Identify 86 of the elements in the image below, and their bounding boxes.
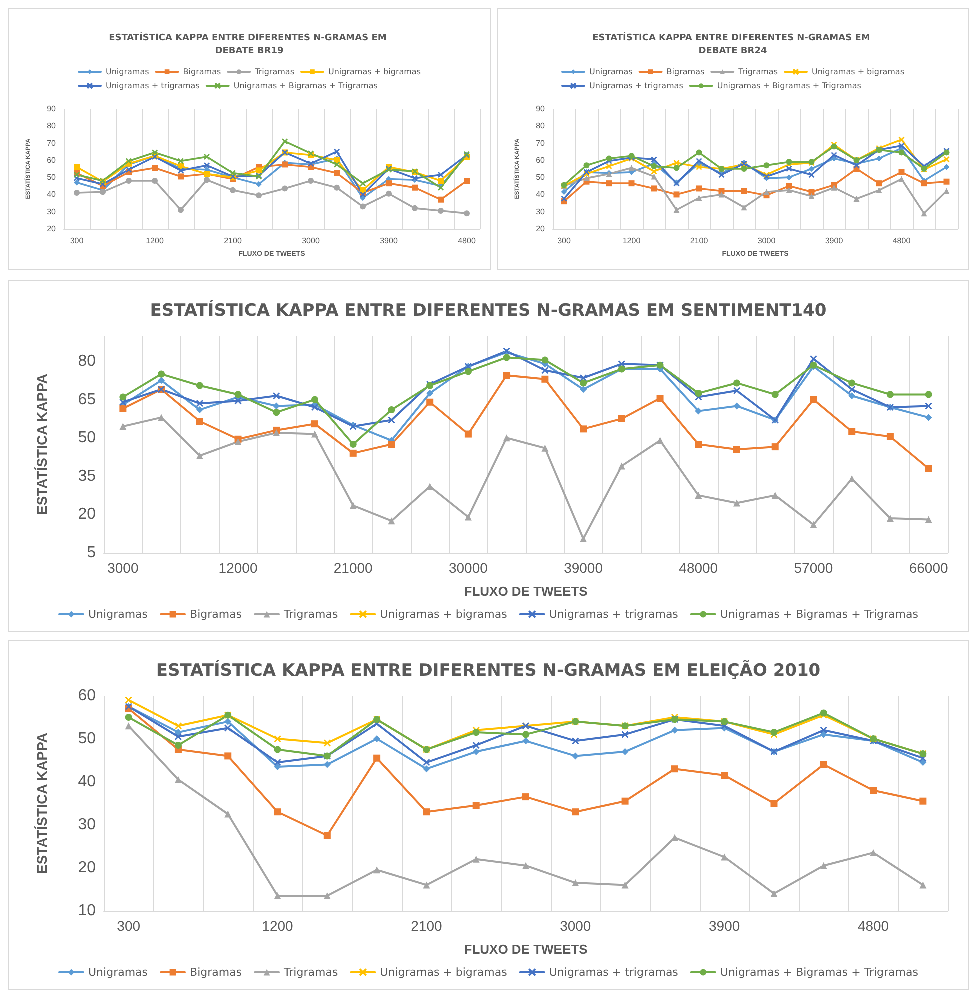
x-tick-label: 3000 [108,560,139,576]
x-tick-label: 39000 [564,560,604,576]
y-tick-label: 90 [47,104,57,114]
legend-label: Unigramas + Bigramas + Trigramas [720,608,919,621]
y-tick-label: 40 [78,774,96,790]
y-tick-label: 80 [78,353,96,370]
x-tick-label: 4800 [892,236,912,246]
x-tick-label: 21000 [334,560,374,576]
x-tick-label: 1200 [262,918,294,934]
x-tick-label: 30000 [448,560,488,576]
y-tick-label: 30 [536,207,546,216]
y-tick-label: 60 [536,156,546,165]
x-tick-label: 1200 [146,236,164,246]
y-tick-label: 30 [78,816,96,834]
x-tick-label: 3000 [302,236,320,246]
y-tick-label: 30 [47,207,57,216]
chart-title: ESTATÍSTICA KAPPA ENTRE DIFERENTES N-GRAMAS EM ELEIÇÃO 2010 [156,660,821,681]
y-tick-label: 50 [78,730,96,748]
x-tick-label: 3900 [380,236,398,246]
x-tick-label: 300 [117,918,141,934]
legend-label: Bigramas [666,68,705,76]
x-tick-label: 1200 [622,236,642,246]
y-axis-title: ESTATÍSTICA KAPPA [34,374,50,516]
chart-title: ESTATÍSTICA KAPPA ENTRE DIFERENTES N-GRAMAS EM DEBATE BR24 [592,32,874,56]
legend-label: Unigramas + bigramas [380,608,508,621]
y-tick-label: 20 [536,224,546,234]
y-tick-label: 80 [47,122,57,131]
legend-label: Trigramas [254,68,294,76]
x-tick-label: 2100 [224,236,242,246]
legend-label: Unigramas [88,966,148,979]
legend-label: Unigramas + bigramas [380,966,508,979]
legend-label: Unigramas [106,68,150,76]
legend-label: Unigramas [88,608,148,621]
y-tick-label: 50 [78,430,96,447]
chart-title: ESTATÍSTICA KAPPA ENTRE DIFERENTES N-GRAMAS EM DEBATE BR19 [109,32,390,56]
y-tick-label: 20 [78,860,96,876]
y-tick-label: 35 [78,468,96,485]
x-tick-label: 57000 [794,560,834,576]
y-tick-label: 70 [47,138,57,148]
legend-label: Trigramas [738,68,778,76]
x-tick-label: 4800 [458,236,476,246]
y-tick-label: 20 [78,506,96,524]
y-tick-label: 50 [47,173,57,182]
y-tick-label: 65 [78,391,96,408]
x-tick-label: 4800 [858,918,890,934]
x-tick-label: 66000 [909,560,948,576]
y-tick-label: 10 [78,902,96,920]
x-tick-label: 3000 [560,918,592,934]
legend-label: Unigramas + Bigramas + Trigramas [234,82,378,90]
y-tick-label: 90 [536,104,546,114]
legend-label: Bigramas [190,966,242,979]
y-tick-label: 40 [47,190,57,200]
y-tick-label: 40 [536,190,546,200]
legend-label: Bigramas [183,68,222,76]
chart-title: ESTATÍSTICA KAPPA ENTRE DIFERENTES N-GRAMAS EM SENTIMENT140 [150,300,827,321]
y-tick-label: 20 [47,224,57,234]
y-tick-label: 5 [87,544,96,562]
x-tick-label: 48000 [679,560,718,576]
legend-label: Unigramas + trigramas [590,82,684,90]
legend-label: Unigramas + bigramas [328,68,422,76]
x-tick-label: 300 [70,236,84,246]
x-tick-label: 2100 [690,236,709,246]
y-tick-label: 70 [536,138,546,148]
y-tick-label: 60 [78,688,96,704]
x-tick-label: 3900 [709,918,740,934]
legend-label: Unigramas + Bigramas + Trigramas [720,966,919,979]
legend-label: Trigramas [283,608,338,621]
x-tick-label: 3000 [758,236,776,246]
legend-label: Unigramas [590,68,633,76]
x-tick-label: 3900 [825,236,844,246]
legend-label: Unigramas + trigramas [106,82,200,90]
legend-label: Unigramas + trigramas [549,608,679,621]
x-axis-title: FLUXO DE TWEETS [464,584,588,599]
x-tick-label: 300 [558,236,572,246]
x-axis-title: FLUXO DE TWEETS [464,942,588,957]
legend-label: Unigramas + trigramas [549,966,679,979]
x-tick-label: 12000 [218,560,258,576]
y-axis-title: ESTATÍSTICA KAPPA [34,732,50,874]
legend-label: Trigramas [283,966,338,979]
y-tick-label: 50 [536,173,546,182]
legend-label: Bigramas [190,608,242,621]
y-tick-label: 80 [536,122,546,131]
y-tick-label: 60 [47,156,57,165]
x-tick-label: 2100 [411,918,442,934]
legend-label: Unigramas + Bigramas + Trigramas [717,82,862,90]
legend-label: Unigramas + bigramas [812,68,905,76]
